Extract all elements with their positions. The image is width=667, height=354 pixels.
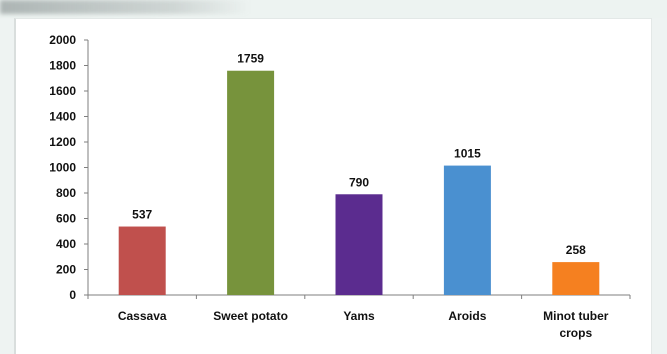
category-label: Cassava [118,309,167,323]
y-tick-label: 2000 [49,33,76,47]
bar [227,70,275,295]
y-tick-label: 1600 [49,84,76,98]
category-label: Yams [343,309,375,323]
y-tick-label: 1400 [49,110,76,124]
y-tick-label: 1200 [49,135,76,149]
y-tick-label: 600 [56,212,76,226]
bar [552,262,600,295]
header-strip [0,0,667,18]
data-label: 537 [132,208,152,222]
category-label: Aroids [448,309,486,323]
bar [335,194,383,295]
data-label: 1759 [237,52,264,66]
data-label: 1015 [454,147,481,161]
bar [118,226,166,295]
data-label: 258 [566,243,586,257]
y-tick-label: 800 [56,186,76,200]
category-label: Sweet potato [213,309,288,323]
y-tick-label: 200 [56,263,76,277]
y-tick-label: 0 [69,288,76,302]
y-tick-label: 1800 [49,59,76,73]
bar [443,165,491,295]
chart-card [14,18,652,354]
y-tick-label: 1000 [49,161,76,175]
data-label: 790 [349,175,369,189]
category-label: Minot tuber [543,309,609,323]
category-label: crops [559,326,592,340]
blurred-title-area [0,0,250,14]
y-tick-label: 400 [56,237,76,251]
